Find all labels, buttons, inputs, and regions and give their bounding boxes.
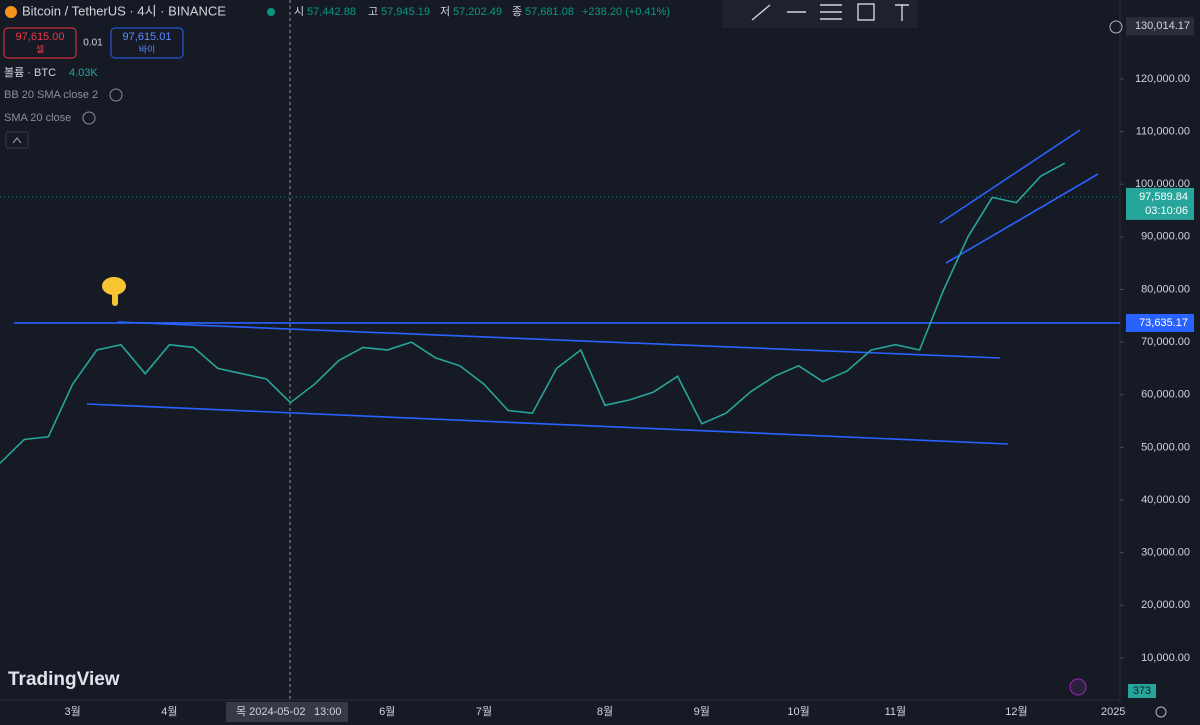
price-line [0,162,1066,464]
indicator-name[interactable]: BB 20 SMA close 2 [4,89,98,101]
ohlc-value: 57,442.88 [307,6,356,18]
y-tick-label: 40,000.00 [1141,494,1190,506]
tool-trendline[interactable] [751,4,771,21]
collapse-icon [12,137,22,144]
buy-price: 97,615.01 [123,31,172,43]
ohlc-value: 57,202.49 [453,6,502,18]
level-label-bg [1126,313,1194,332]
level-label: 73,635.17 [1139,317,1188,329]
watermark: TradingView [8,669,120,690]
ohlc-change: +238.20 (+0.41%) [582,6,670,18]
x-tick-label: 2025 [1101,706,1125,718]
trend-line [86,403,1009,445]
collapse-button[interactable] [5,131,29,149]
y-tick-label: 80,000.00 [1141,283,1190,295]
buy-button[interactable] [110,27,184,59]
trend-lines [86,129,1099,445]
settings-icon[interactable] [1155,706,1167,718]
x-tick-label: 10월 [787,705,809,718]
countdown: 03:10:06 [1145,205,1188,217]
y-tick-label: 110,000.00 [1136,125,1190,137]
ohlc-label: 종 [512,6,522,18]
drawing-toolbar [722,0,918,28]
y-tick-label: 30,000.00 [1141,547,1190,559]
crosshair-time: 13:00 [314,706,342,718]
y-tick-label: 60,000.00 [1141,389,1190,401]
spread: 0.01 [83,38,103,49]
buy-label: 바이 [139,44,156,54]
channel-line [939,129,1081,224]
sell-label: 셀 [36,44,44,54]
pointer-icon [102,277,126,306]
volume-label: 373 [1133,685,1151,697]
event-icon[interactable] [1069,678,1087,696]
add-icon[interactable] [1109,20,1123,34]
x-tick-label: 6월 [379,705,395,718]
indicator-name[interactable]: SMA 20 close [4,112,71,124]
crosshair-label-bg [226,702,348,722]
y-tick-label: 50,000.00 [1141,441,1190,453]
symbol-icon [5,6,17,18]
indicator-name[interactable]: 볼륨 · BTC [4,66,56,79]
trend-line [117,321,1001,359]
axis-top-bg [1126,17,1194,36]
ohlc-value: 57,945.19 [381,6,430,18]
indicator-value: 4.03K [69,67,98,79]
y-tick-label: 70,000.00 [1141,336,1190,348]
x-tick-label: 7월 [476,705,492,718]
sell-button[interactable] [3,27,77,59]
x-tick-label: 12월 [1005,705,1027,718]
last-price-bg [1126,187,1194,220]
ohlc-label: 저 [440,5,450,18]
ohlc-label: 시 [294,6,304,18]
hidden-icon[interactable] [109,88,123,102]
y-tick-label: 20,000.00 [1141,599,1190,611]
tool-text[interactable] [895,4,909,21]
x-tick-label: 3월 [64,705,80,718]
y-tick-label: 10,000.00 [1141,652,1190,664]
axis-top-label: 130,014.17 [1135,20,1190,32]
volume-label-bg [1128,684,1156,698]
x-tick-label: 9월 [694,705,710,718]
y-tick-label: 120,000.00 [1135,73,1190,85]
tool-parallel[interactable] [820,4,842,20]
symbol[interactable]: Bitcoin / TetherUS · 4시 · BINANCE [22,3,226,18]
x-tick-label: 8월 [597,705,613,718]
market-status [267,8,275,16]
y-tick-label: 100,000.00 [1135,178,1190,190]
ohlc-label: 고 [368,6,378,18]
sell-price: 97,615.00 [16,31,65,43]
channel-line [945,173,1099,264]
y-tick-label: 90,000.00 [1141,231,1190,243]
crosshair-date: 목 2024-05-02 [236,705,305,718]
tool-rectangle[interactable] [857,3,875,21]
ohlc-value: 57,681.08 [525,6,574,18]
hidden-icon[interactable] [82,111,96,125]
x-tick-label: 4월 [161,705,177,718]
x-tick-label: 11월 [885,705,907,718]
last-price-label: 97,589.84 [1139,191,1188,203]
